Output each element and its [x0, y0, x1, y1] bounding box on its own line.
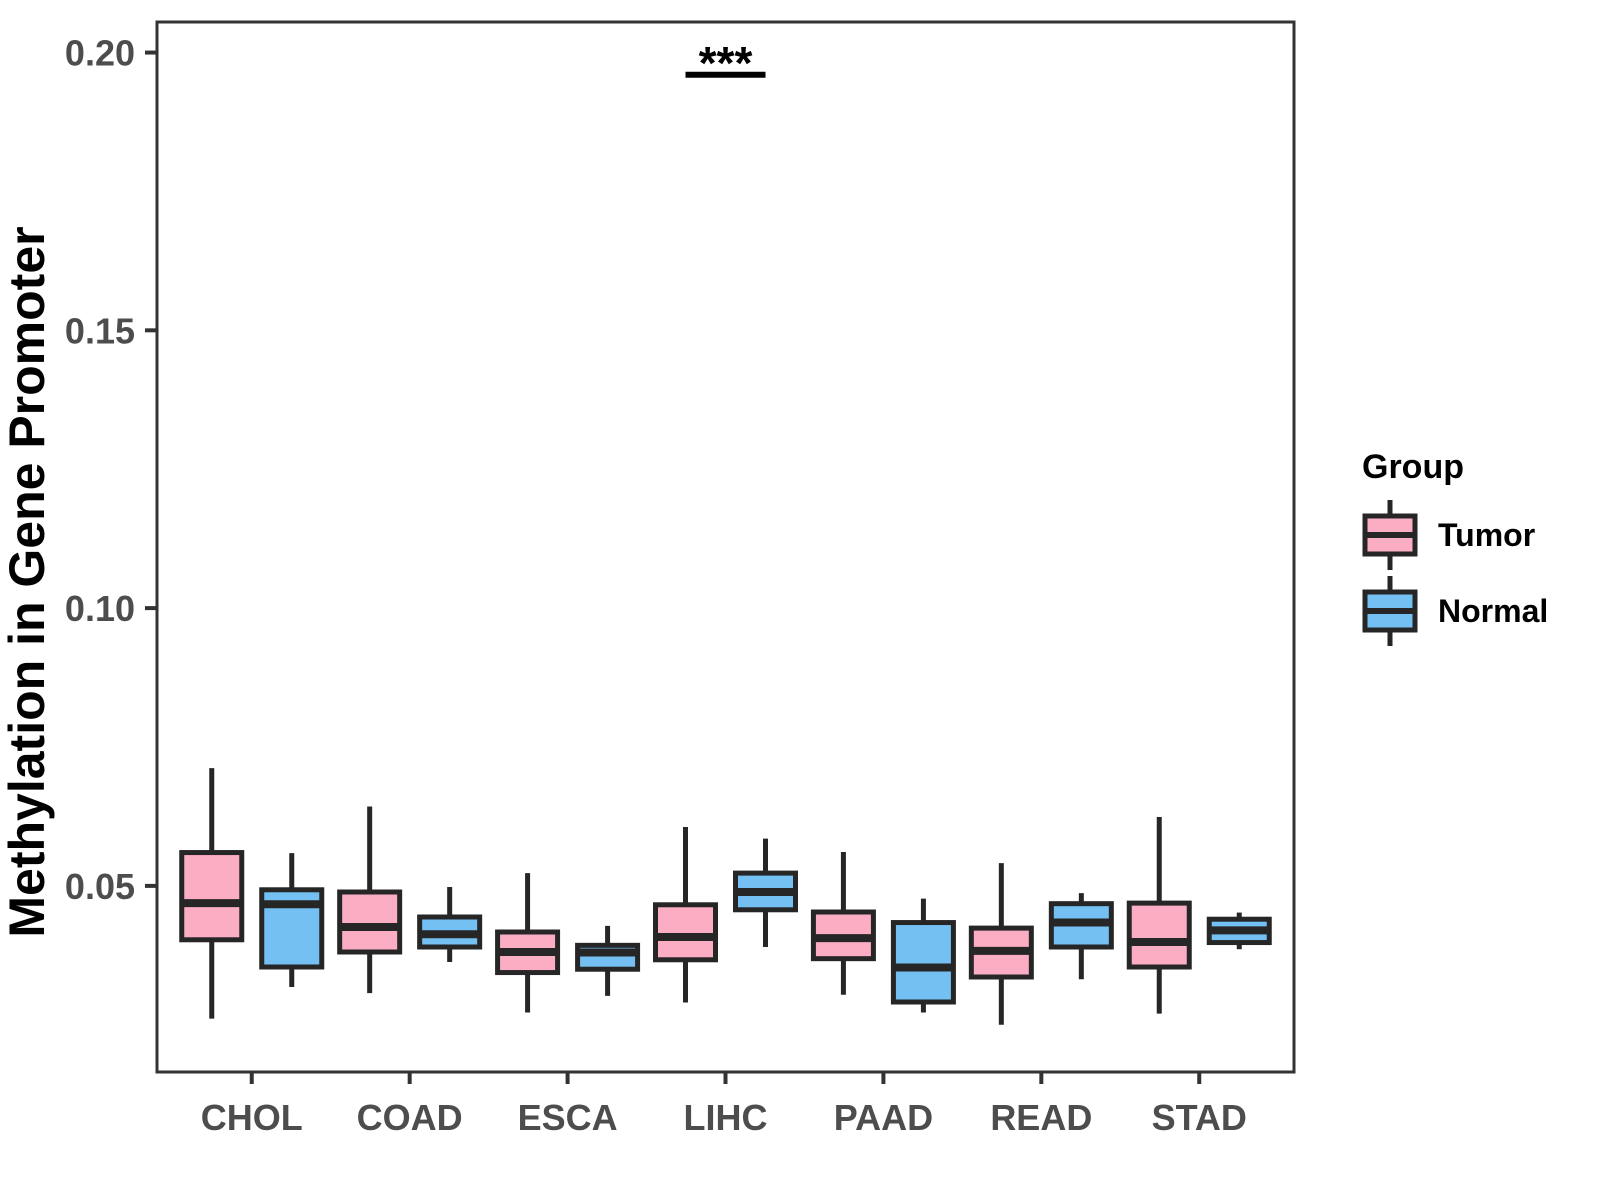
boxplot-chol-tumor	[179, 768, 245, 1019]
x-axis-tick-label: COAD	[357, 1097, 463, 1138]
legend-item-tumor: Tumor	[1362, 497, 1548, 573]
iqr-box	[890, 920, 956, 1005]
boxplot-read-tumor	[968, 863, 1034, 1025]
panel-border	[155, 20, 1296, 1074]
x-axis-tick-label: CHOL	[201, 1097, 303, 1138]
legend-label: Normal	[1438, 592, 1549, 629]
boxplot-paad-tumor	[810, 852, 876, 995]
legend: Group Tumor Normal	[1362, 448, 1548, 649]
y-axis-title: Methylation in Gene Promoter	[0, 226, 55, 937]
boxplot-chol-normal	[259, 853, 325, 987]
iqr-box	[653, 902, 718, 963]
boxplot-coad-tumor	[337, 806, 403, 994]
x-axis-tick-label: STAD	[1152, 1097, 1247, 1138]
panel-background	[157, 22, 1294, 1072]
y-axis-tick-label: 0.20	[65, 33, 135, 74]
y-axis-tick-label: 0.10	[65, 588, 135, 629]
x-axis-tick-label: READ	[990, 1097, 1092, 1138]
legend-key-boxplot-icon	[1362, 576, 1418, 646]
legend-title: Group	[1362, 448, 1464, 486]
boxplot-lihc-normal	[733, 838, 798, 947]
boxplot-lihc-tumor	[653, 827, 718, 1003]
x-axis-tick-label: PAAD	[834, 1097, 933, 1138]
iqr-box	[179, 850, 245, 943]
boxplot-stad-normal	[1206, 912, 1272, 950]
x-axis-tick-label: ESCA	[518, 1097, 618, 1138]
boxplot-stad-tumor	[1126, 817, 1192, 1014]
boxplot-coad-normal	[417, 887, 483, 962]
legend-key-boxplot-icon	[1362, 500, 1418, 570]
boxplot-esca-tumor	[495, 873, 561, 1013]
legend-label: Tumor	[1438, 516, 1536, 553]
legend-item-normal: Normal	[1362, 573, 1548, 649]
boxplot-esca-normal	[575, 925, 641, 996]
x-axis-tick-label: LIHC	[684, 1097, 768, 1138]
significance-stars: ***	[699, 37, 753, 89]
y-axis-tick-label: 0.05	[65, 866, 135, 907]
boxplot-paad-normal	[890, 898, 956, 1013]
iqr-box	[1126, 900, 1192, 970]
y-axis-tick-label: 0.15	[65, 310, 135, 351]
boxplot-read-normal	[1048, 893, 1114, 980]
iqr-box	[337, 889, 403, 955]
